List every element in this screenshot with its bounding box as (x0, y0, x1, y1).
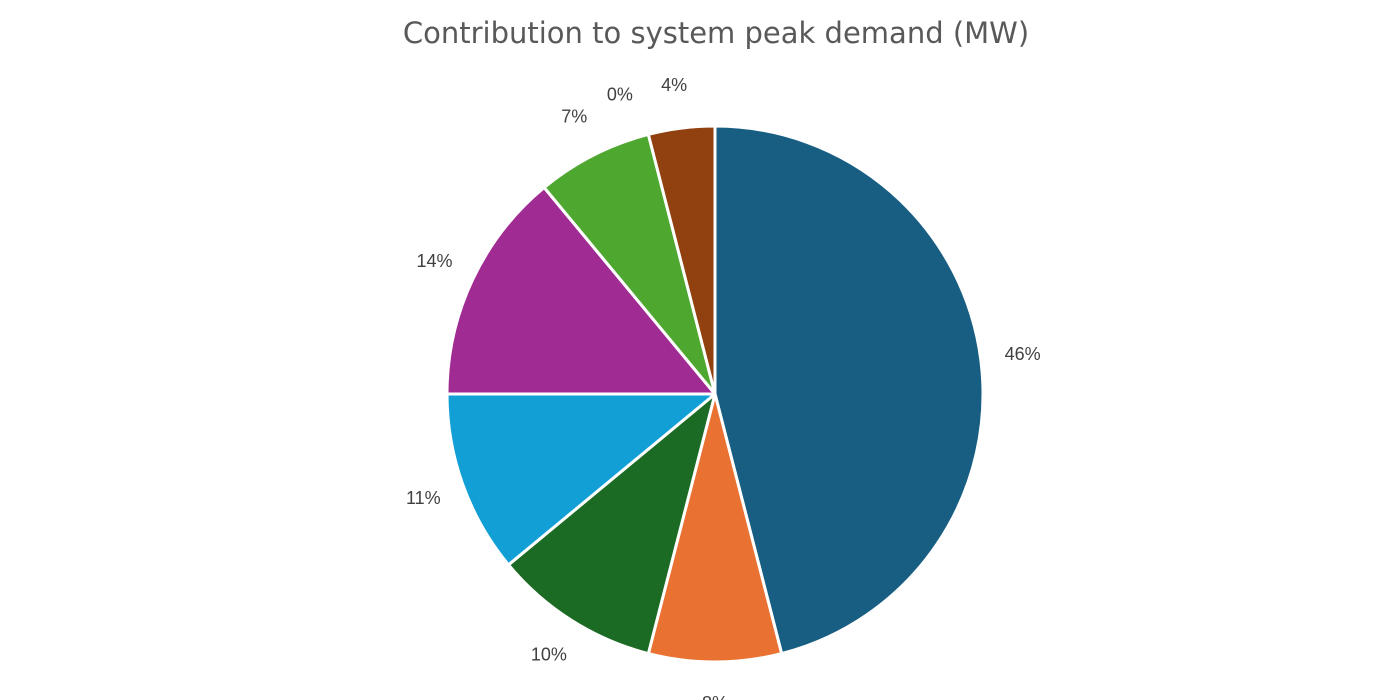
data-label-2: 8% (702, 693, 728, 700)
pie-slice-6 (542, 132, 717, 396)
pie-data-labels: 46% 8% 10% 11% 14% 7% 0% 4% (406, 75, 1041, 700)
pie-slice-5 (445, 186, 717, 396)
pie-slice-2 (646, 392, 784, 664)
data-label-6: 7% (561, 107, 587, 127)
data-label-4: 11% (406, 488, 441, 508)
data-label-8: 4% (661, 75, 687, 95)
chart-title: Contribution to system peak demand (MW) (402, 16, 1030, 50)
data-label-5: 14% (416, 251, 452, 271)
data-label-1: 46% (1005, 344, 1041, 364)
data-label-3: 10% (531, 644, 567, 664)
pie-slice-8 (646, 124, 717, 396)
pie-slice-4 (445, 392, 717, 567)
pie-slice-1 (713, 124, 985, 656)
pie-slices (445, 124, 985, 664)
pie-slice-3 (507, 392, 717, 656)
data-label-7: 0% (607, 84, 633, 104)
